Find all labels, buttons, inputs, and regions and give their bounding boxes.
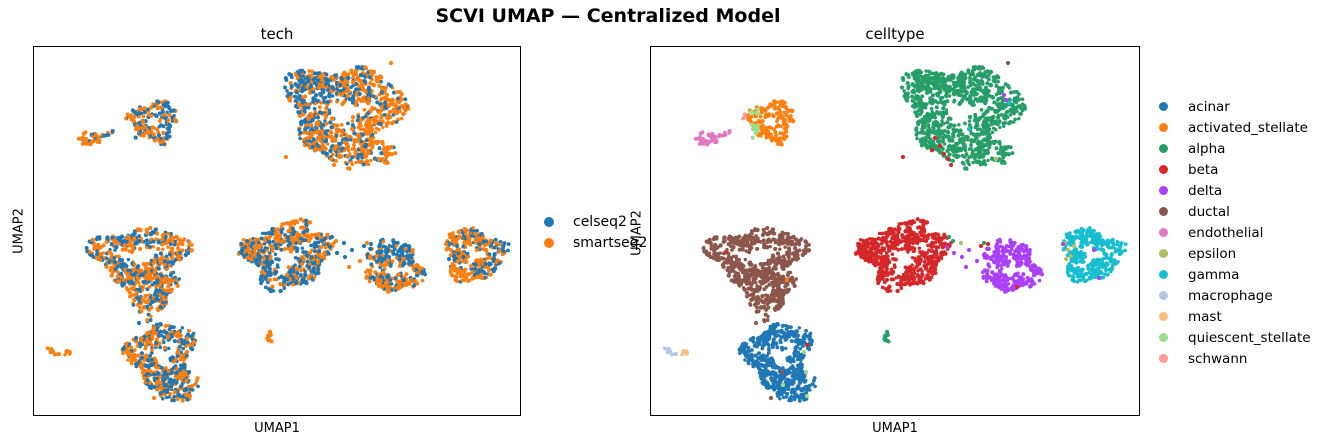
legend-swatch-quiescent_stellate xyxy=(1159,333,1168,342)
legend-swatch-schwann xyxy=(1159,354,1168,363)
legend-swatch-endothelial xyxy=(1159,228,1168,237)
legend-item-endothelial: endothelial xyxy=(1159,222,1311,243)
legend-item-epsilon: epsilon xyxy=(1159,243,1311,264)
legend-item-ductal: ductal xyxy=(1159,201,1311,222)
legend-label: celseq2 xyxy=(573,213,627,230)
tech-axes xyxy=(33,46,521,416)
legend-label: schwann xyxy=(1188,350,1248,367)
legend-swatch-acinar xyxy=(1159,102,1168,111)
legend-item-beta: beta xyxy=(1159,159,1311,180)
legend-label: smartseq2 xyxy=(573,234,648,251)
legend-item-gamma: gamma xyxy=(1159,264,1311,285)
legend-label: alpha xyxy=(1188,140,1226,157)
legend-item-schwann: schwann xyxy=(1159,348,1311,369)
tech-legend: celseq2 smartseq2 xyxy=(544,211,647,253)
legend-label: gamma xyxy=(1188,266,1240,283)
celltype-xaxis-label: UMAP1 xyxy=(872,421,918,436)
tech-scatter-canvas xyxy=(34,47,520,415)
tech-yaxis-label: UMAP2 xyxy=(11,208,27,254)
legend-swatch-macrophage xyxy=(1159,291,1168,300)
legend-swatch-alpha xyxy=(1159,144,1168,153)
legend-item-acinar: acinar xyxy=(1159,96,1311,117)
legend-item-smartseq2: smartseq2 xyxy=(544,232,647,253)
legend-swatch-beta xyxy=(1159,165,1168,174)
legend-label: ductal xyxy=(1188,203,1230,220)
legend-label: activated_stellate xyxy=(1188,119,1308,136)
legend-swatch-epsilon xyxy=(1159,249,1168,258)
legend-label: epsilon xyxy=(1188,245,1237,262)
tech-xaxis-label: UMAP1 xyxy=(254,421,300,436)
legend-item-delta: delta xyxy=(1159,180,1311,201)
legend-label: quiescent_stellate xyxy=(1188,329,1311,346)
legend-item-alpha: alpha xyxy=(1159,138,1311,159)
celltype-axes xyxy=(650,46,1140,416)
legend-swatch-mast xyxy=(1159,312,1168,321)
legend-label: macrophage xyxy=(1188,287,1273,304)
legend-item-mast: mast xyxy=(1159,306,1311,327)
legend-item-quiescent_stellate: quiescent_stellate xyxy=(1159,327,1311,348)
celltype-panel-title: celltype xyxy=(865,25,925,43)
legend-item-activated_stellate: activated_stellate xyxy=(1159,117,1311,138)
legend-label: beta xyxy=(1188,161,1219,178)
legend-swatch-delta xyxy=(1159,186,1168,195)
legend-item-celseq2: celseq2 xyxy=(544,211,647,232)
legend-swatch-celseq2 xyxy=(544,216,554,227)
figure-title: SCVI UMAP — Centralized Model xyxy=(435,5,781,27)
legend-swatch-activated_stellate xyxy=(1159,123,1168,132)
legend-label: delta xyxy=(1188,182,1223,199)
celltype-scatter-canvas xyxy=(651,47,1139,415)
legend-swatch-gamma xyxy=(1159,270,1168,279)
legend-swatch-smartseq2 xyxy=(544,237,554,248)
tech-panel-title: tech xyxy=(260,25,294,43)
legend-item-macrophage: macrophage xyxy=(1159,285,1311,306)
legend-label: endothelial xyxy=(1188,224,1264,241)
legend-swatch-ductal xyxy=(1159,207,1168,216)
legend-label: mast xyxy=(1188,308,1222,325)
legend-label: acinar xyxy=(1188,98,1230,115)
